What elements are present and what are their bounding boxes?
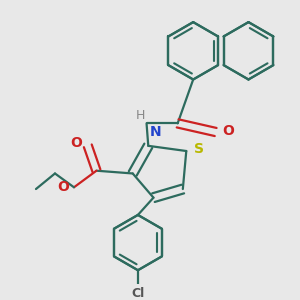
Text: N: N bbox=[149, 125, 161, 139]
Text: O: O bbox=[222, 124, 234, 138]
Text: O: O bbox=[71, 136, 82, 150]
Text: H: H bbox=[135, 109, 145, 122]
Text: S: S bbox=[194, 142, 204, 156]
Text: Cl: Cl bbox=[131, 287, 145, 300]
Text: O: O bbox=[57, 180, 69, 194]
